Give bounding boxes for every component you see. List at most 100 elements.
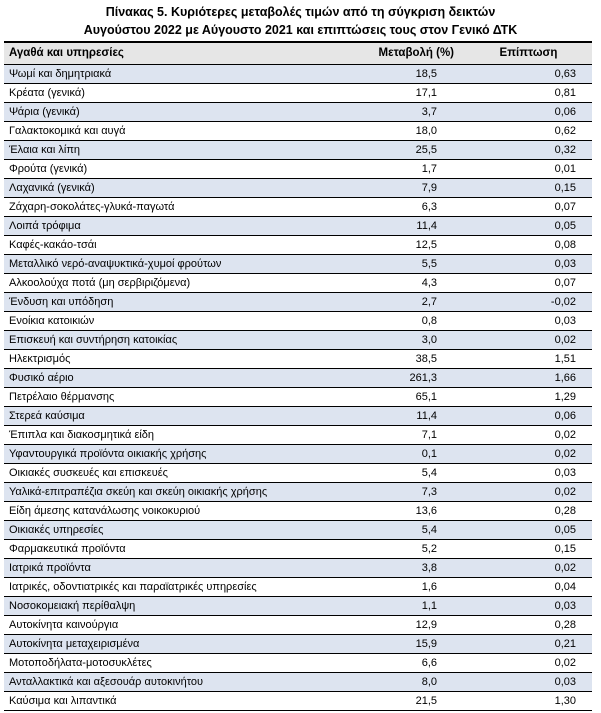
table-row: Φυσικό αέριο 261,3 1,66 <box>4 368 592 388</box>
row-name-cell: Υαλικά-επιτραπέζια σκεύη και σκεύη οικια… <box>4 482 320 502</box>
row-change-cell: 38,5 <box>320 349 460 369</box>
table-row: Κρέατα (γενικά) 17,1 0,81 <box>4 83 592 103</box>
row-impact-cell: 1,30 <box>460 691 592 711</box>
row-name-cell: Ενοίκια κατοικιών <box>4 311 320 331</box>
row-change-cell: 11,4 <box>320 406 460 426</box>
row-impact-cell: 0,02 <box>460 444 592 464</box>
row-change-cell: 5,4 <box>320 520 460 540</box>
row-name-cell: Καύσιμα και λιπαντικά <box>4 691 320 711</box>
row-impact-cell: 0,07 <box>460 197 592 217</box>
header-impact: Επίπτωση <box>460 41 592 65</box>
row-name-cell: Αυτοκίνητα μεταχειρισμένα <box>4 634 320 654</box>
row-impact-cell: 0,02 <box>460 330 592 350</box>
row-change-cell: 5,5 <box>320 254 460 274</box>
row-change-cell: 18,5 <box>320 64 460 84</box>
row-impact-cell: 0,63 <box>460 64 592 84</box>
row-impact-cell: 0,81 <box>460 83 592 103</box>
table-row: Φρούτα (γενικά) 1,7 0,01 <box>4 159 592 179</box>
table-row: Ένδυση και υπόδηση 2,7 -0,02 <box>4 292 592 312</box>
title-line-1: Πίνακας 5. Κυριότερες μεταβολές τιμών απ… <box>105 5 496 19</box>
header-change: Μεταβολή (%) <box>320 41 460 65</box>
row-impact-cell: 0,03 <box>460 672 592 692</box>
header-row: Αγαθά και υπηρεσίες Μεταβολή (%) Επίπτωσ… <box>4 41 592 65</box>
row-impact-cell: 0,28 <box>460 501 592 521</box>
row-impact-cell: 0,03 <box>460 463 592 483</box>
row-change-cell: 5,2 <box>320 539 460 559</box>
table-row: Ιατρικές, οδοντιατρικές και παραϊατρικές… <box>4 577 592 597</box>
row-impact-cell: 0,01 <box>460 159 592 179</box>
row-name-cell: Φυσικό αέριο <box>4 368 320 388</box>
row-change-cell: 3,8 <box>320 558 460 578</box>
row-change-cell: 1,7 <box>320 159 460 179</box>
row-name-cell: Ζάχαρη-σοκολάτες-γλυκά-παγωτά <box>4 197 320 217</box>
table-title: Πίνακας 5. Κυριότερες μεταβολές τιμών απ… <box>0 0 601 41</box>
row-change-cell: 18,0 <box>320 121 460 141</box>
row-change-cell: 6,3 <box>320 197 460 217</box>
row-impact-cell: 1,29 <box>460 387 592 407</box>
row-name-cell: Πετρέλαιο θέρμανσης <box>4 387 320 407</box>
row-impact-cell: 0,15 <box>460 178 592 198</box>
row-name-cell: Ένδυση και υπόδηση <box>4 292 320 312</box>
row-impact-cell: 0,02 <box>460 425 592 445</box>
table-row: Ανταλλακτικά και αξεσουάρ αυτοκινήτου 8,0… <box>4 672 592 692</box>
row-name-cell: Στερεά καύσιμα <box>4 406 320 426</box>
table-row: Υαλικά-επιτραπέζια σκεύη και σκεύη οικια… <box>4 482 592 502</box>
row-name-cell: Γαλακτοκομικά και αυγά <box>4 121 320 141</box>
row-impact-cell: 0,02 <box>460 653 592 673</box>
row-name-cell: Μεταλλικό νερό-αναψυκτικά-χυμοί φρούτων <box>4 254 320 274</box>
row-impact-cell: 0,02 <box>460 558 592 578</box>
row-impact-cell: 0,02 <box>460 482 592 502</box>
table-row: Στερεά καύσιμα 11,4 0,06 <box>4 406 592 426</box>
row-change-cell: 21,5 <box>320 691 460 711</box>
row-name-cell: Αυτοκίνητα καινούργια <box>4 615 320 635</box>
row-name-cell: Νοσοκομειακή περίθαλψη <box>4 596 320 616</box>
row-impact-cell: 0,28 <box>460 615 592 635</box>
row-change-cell: 11,4 <box>320 216 460 236</box>
row-change-cell: 2,7 <box>320 292 460 312</box>
table-row: Είδη άμεσης κατανάλωσης νοικοκυριού 13,6 0… <box>4 501 592 521</box>
row-impact-cell: 0,05 <box>460 216 592 236</box>
row-change-cell: 4,3 <box>320 273 460 293</box>
row-impact-cell: 0,03 <box>460 596 592 616</box>
row-name-cell: Υφαντουργικά προϊόντα οικιακής χρήσης <box>4 444 320 464</box>
row-change-cell: 12,5 <box>320 235 460 255</box>
row-change-cell: 6,6 <box>320 653 460 673</box>
row-name-cell: Λαχανικά (γενικά) <box>4 178 320 198</box>
table-row: Έλαια και λίπη 25,5 0,32 <box>4 140 592 160</box>
table-row: Ηλεκτρισμός 38,5 1,51 <box>4 349 592 369</box>
table-row: Οικιακές υπηρεσίες 5,4 0,05 <box>4 520 592 540</box>
table-row: Αλκοολούχα ποτά (μη σερβιριζόμενα) 4,3 0,0… <box>4 273 592 293</box>
table-row: Αυτοκίνητα μεταχειρισμένα 15,9 0,21 <box>4 634 592 654</box>
row-change-cell: 0,1 <box>320 444 460 464</box>
row-change-cell: 17,1 <box>320 83 460 103</box>
row-name-cell: Ιατρικά προϊόντα <box>4 558 320 578</box>
table-row: Υφαντουργικά προϊόντα οικιακής χρήσης 0,1… <box>4 444 592 464</box>
table-row: Καύσιμα και λιπαντικά 21,5 1,30 <box>4 691 592 711</box>
table-row: Οικιακές συσκευές και επισκευές 5,4 0,03 <box>4 463 592 483</box>
table-row: Πετρέλαιο θέρμανσης 65,1 1,29 <box>4 387 592 407</box>
row-change-cell: 7,9 <box>320 178 460 198</box>
row-change-cell: 25,5 <box>320 140 460 160</box>
row-impact-cell: 1,66 <box>460 368 592 388</box>
price-changes-table: Αγαθά και υπηρεσίες Μεταβολή (%) Επίπτωσ… <box>4 41 592 711</box>
table-row: Μεταλλικό νερό-αναψυκτικά-χυμοί φρούτων 5… <box>4 254 592 274</box>
table-header: Αγαθά και υπηρεσίες Μεταβολή (%) Επίπτωσ… <box>4 41 592 65</box>
table-row: Ψάρια (γενικά) 3,7 0,06 <box>4 102 592 122</box>
row-change-cell: 0,8 <box>320 311 460 331</box>
row-impact-cell: 0,06 <box>460 102 592 122</box>
row-impact-cell: 0,07 <box>460 273 592 293</box>
row-name-cell: Είδη άμεσης κατανάλωσης νοικοκυριού <box>4 501 320 521</box>
table-row: Μοτοποδήλατα-μοτοσυκλέτες 6,6 0,02 <box>4 653 592 673</box>
row-change-cell: 1,1 <box>320 596 460 616</box>
row-name-cell: Φρούτα (γενικά) <box>4 159 320 179</box>
table-row: Αυτοκίνητα καινούργια 12,9 0,28 <box>4 615 592 635</box>
row-impact-cell: 0,04 <box>460 577 592 597</box>
row-impact-cell: -0,02 <box>460 292 592 312</box>
row-name-cell: Οικιακές υπηρεσίες <box>4 520 320 540</box>
table-row: Νοσοκομειακή περίθαλψη 1,1 0,03 <box>4 596 592 616</box>
row-change-cell: 8,0 <box>320 672 460 692</box>
row-change-cell: 12,9 <box>320 615 460 635</box>
table-row: Ζάχαρη-σοκολάτες-γλυκά-παγωτά 6,3 0,07 <box>4 197 592 217</box>
row-name-cell: Καφές-κακάο-τσάι <box>4 235 320 255</box>
row-name-cell: Έπιπλα και διακοσμητικά είδη <box>4 425 320 445</box>
